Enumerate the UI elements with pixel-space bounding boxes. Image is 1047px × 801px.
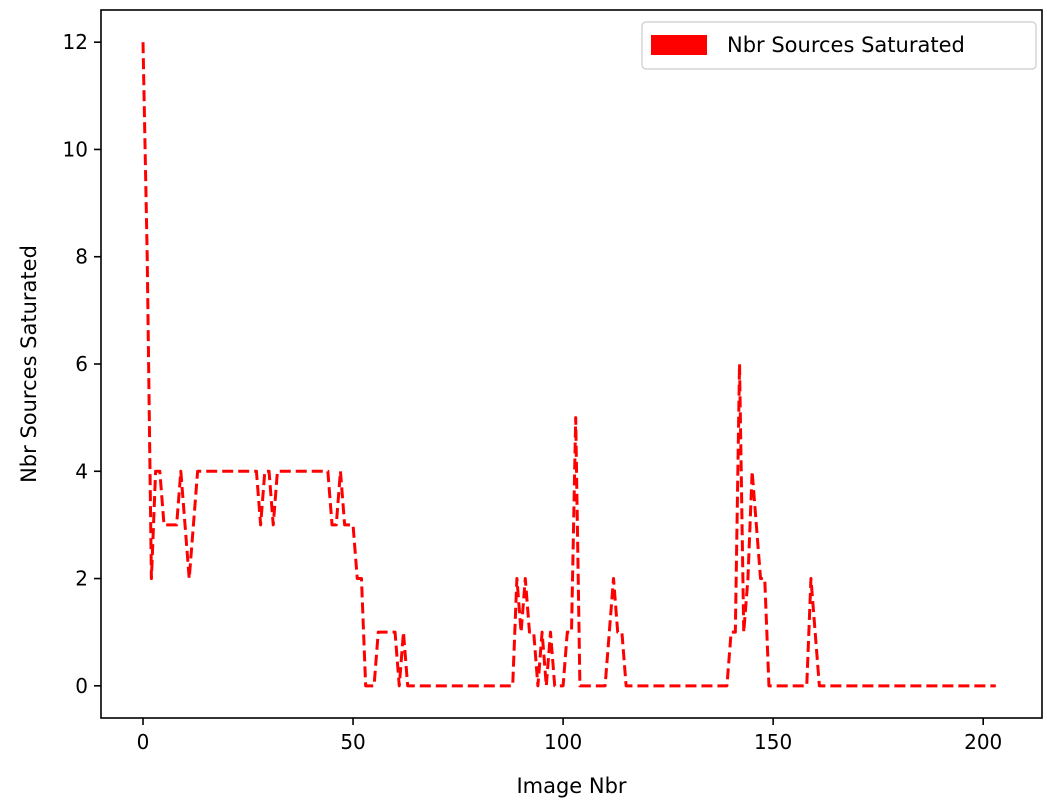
x-tick-label: 100 bbox=[544, 730, 582, 754]
y-tick-label: 6 bbox=[75, 352, 88, 376]
series-line-0 bbox=[141, 42, 996, 688]
legend: Nbr Sources Saturated bbox=[641, 21, 1037, 70]
legend-box bbox=[641, 21, 1037, 70]
x-tick-label: 150 bbox=[754, 730, 792, 754]
data-layer bbox=[141, 42, 996, 688]
x-tick-label: 50 bbox=[340, 730, 365, 754]
axes-layer: 0 50 100 150 200 0 2 4 6 8 10 12 bbox=[63, 9, 1043, 754]
y-tick-label: 10 bbox=[63, 137, 88, 161]
legend-entry-label: Nbr Sources Saturated bbox=[727, 33, 965, 57]
y-tick-label: 12 bbox=[63, 30, 88, 54]
legend-swatch bbox=[651, 35, 707, 55]
y-tick-label: 8 bbox=[75, 245, 88, 269]
y-axis-label: Nbr Sources Saturated bbox=[17, 245, 41, 483]
y-tick-label: 0 bbox=[75, 674, 88, 698]
x-tick-label: 200 bbox=[964, 730, 1002, 754]
plot-area bbox=[101, 10, 1042, 718]
plot-background bbox=[101, 10, 1042, 718]
y-tick-label: 2 bbox=[75, 567, 88, 591]
x-axis-label: Image Nbr bbox=[516, 774, 626, 798]
y-tick-label: 4 bbox=[75, 459, 88, 483]
x-tick-label: 0 bbox=[137, 730, 150, 754]
